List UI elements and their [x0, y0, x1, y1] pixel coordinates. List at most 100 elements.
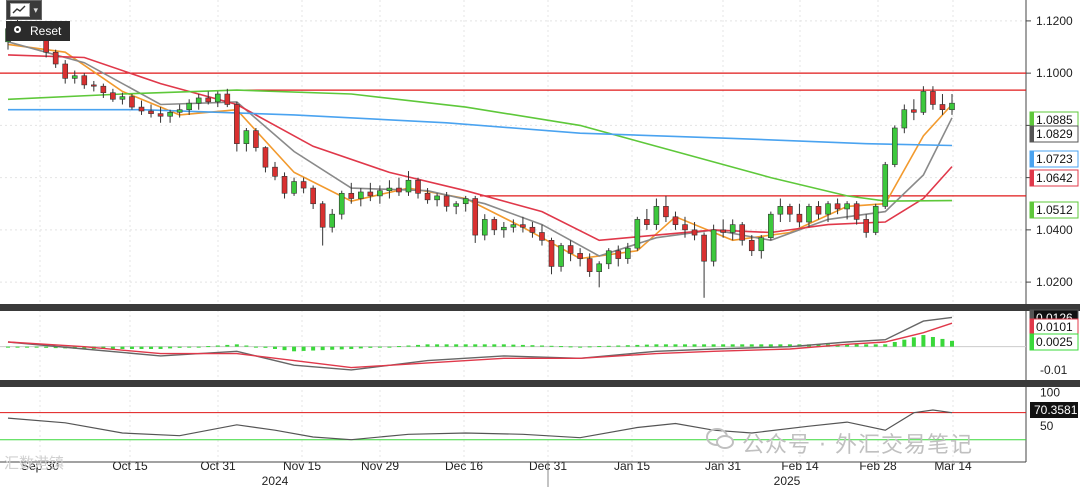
macd-histogram-bar [930, 336, 935, 347]
macd-histogram-bar [606, 345, 611, 347]
macd-histogram-bar [215, 345, 220, 347]
macd-histogram-bar [416, 344, 421, 347]
candle-body [319, 203, 326, 228]
macd-tag-marker [1030, 319, 1034, 335]
macd-histogram-bar [511, 344, 516, 347]
macd-histogram-bar [873, 344, 878, 347]
candle-body [825, 203, 831, 215]
macd-histogram-bar [53, 346, 58, 349]
candle-body [329, 213, 336, 228]
macd-histogram-bar [425, 344, 430, 347]
candle-body [720, 229, 726, 233]
macd-histogram-bar [768, 344, 773, 347]
macd-histogram-bar [559, 346, 564, 348]
macd-histogram-bar [587, 346, 592, 348]
x-tick-label: Nov 29 [361, 459, 399, 473]
y-tick-label: 1.1200 [1036, 14, 1073, 28]
x-tick-label: Jan 31 [705, 459, 741, 473]
x-tick-label: Feb 14 [781, 459, 819, 473]
macd-histogram-bar [778, 344, 783, 347]
macd-histogram-bar [320, 346, 325, 351]
macd-histogram-bar [234, 344, 239, 347]
macd-histogram-bar [253, 346, 258, 348]
candle-body [710, 229, 717, 262]
candle-body [605, 250, 612, 265]
macd-histogram-bar [25, 346, 30, 348]
candle-body [901, 109, 908, 129]
candle-body [729, 224, 736, 233]
candle-body [110, 92, 116, 100]
candle-body [262, 147, 269, 168]
macd-histogram-bar [492, 344, 497, 347]
candle-body [281, 176, 288, 194]
candle-body [567, 245, 574, 254]
macd-histogram-bar [911, 337, 916, 347]
macd-histogram-bar [711, 344, 716, 347]
macd-histogram-bar [129, 346, 134, 349]
candle-body [682, 224, 688, 231]
candle-body [138, 106, 145, 112]
candle-body [930, 91, 936, 105]
macd-histogram-bar [482, 344, 487, 347]
candle-body [644, 219, 650, 225]
candle-body [748, 240, 755, 252]
candle-body [396, 187, 402, 193]
macd-histogram-bar [950, 340, 954, 347]
candle-body [701, 234, 707, 262]
candle-body [310, 187, 316, 205]
candle-body [52, 51, 59, 65]
y-tick-label: 1.0400 [1036, 223, 1073, 237]
price-tag-marker [1030, 126, 1034, 142]
macd-histogram-bar [34, 346, 39, 348]
candle-body [787, 206, 793, 215]
macd-histogram-bar [520, 344, 525, 347]
candle-body [481, 219, 488, 236]
chart-type-dropdown[interactable]: ▾ [6, 0, 42, 20]
y-tick-label: 1.1000 [1036, 66, 1073, 80]
macd-histogram-bar [578, 346, 583, 348]
macd-histogram-bar [663, 344, 668, 347]
candle-body [548, 240, 555, 267]
moving-average-line [7, 89, 953, 202]
macd-tick-label: -0.01 [1040, 363, 1068, 377]
candle-body [844, 203, 850, 210]
candle-body [167, 112, 173, 117]
candle-body [348, 192, 355, 199]
macd-histogram-bar [549, 345, 554, 347]
candle-body [462, 198, 469, 205]
candle-body [672, 216, 679, 225]
candle-body [624, 247, 631, 259]
macd-histogram-bar [730, 344, 735, 347]
macd-histogram-bar [454, 344, 459, 347]
macd-histogram-bar [683, 344, 688, 347]
reset-button[interactable]: Reset [6, 21, 70, 41]
candle-body [796, 213, 803, 223]
x-tick-label: Jan 15 [614, 459, 650, 473]
macd-histogram-bar [740, 344, 745, 347]
candle-body [596, 263, 602, 272]
rsi-tag-label: 70.3581 [1034, 403, 1078, 417]
macd-histogram-bar [654, 344, 659, 347]
price-tag-marker [1030, 151, 1034, 167]
macd-histogram-bar [196, 346, 201, 348]
candle-body [367, 191, 374, 197]
candle-body [386, 187, 393, 191]
candle-body [920, 91, 927, 113]
macd-histogram-bar [692, 344, 697, 347]
macd-histogram-bar [597, 346, 602, 348]
candle-body [634, 219, 641, 249]
candle-body [157, 113, 164, 117]
candle-body [777, 206, 784, 215]
x-tick-label: Feb 28 [859, 459, 897, 473]
candle-body [615, 250, 622, 259]
candle-body [291, 181, 297, 194]
price-tag-label: 1.0642 [1036, 171, 1073, 185]
candle-body [62, 63, 69, 79]
macd-histogram-bar [15, 346, 20, 348]
candle-body [195, 97, 202, 104]
macd-histogram-bar [702, 344, 707, 347]
macd-histogram-bar [816, 344, 821, 347]
macd-histogram-bar [463, 344, 468, 347]
macd-histogram-bar [263, 346, 268, 348]
